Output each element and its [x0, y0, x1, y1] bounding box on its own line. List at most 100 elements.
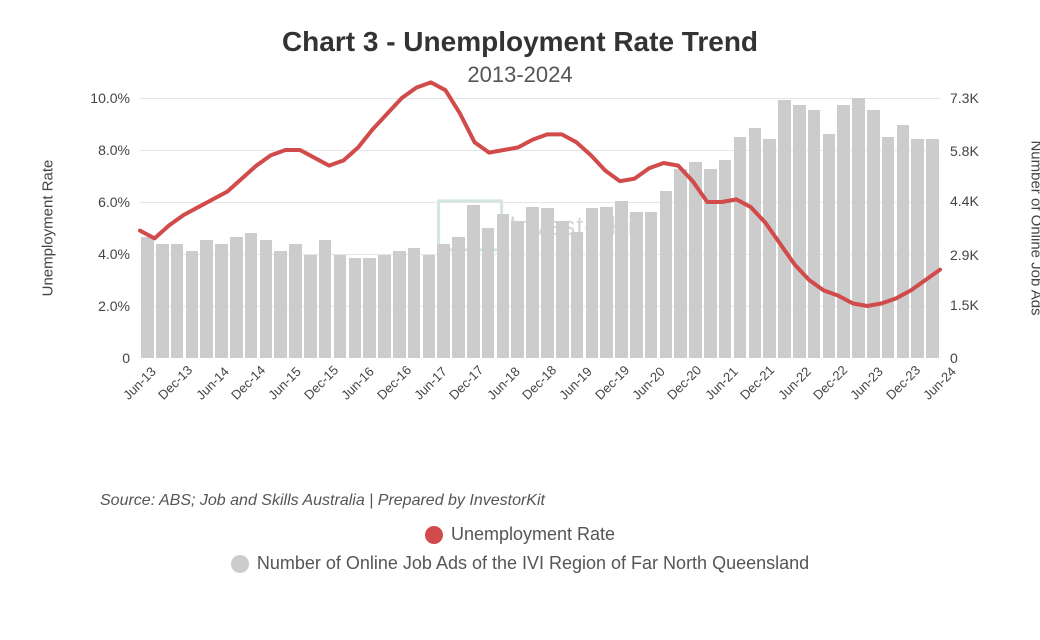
xtick-label: Dec-16 [374, 362, 414, 402]
xtick-label: Jun-19 [556, 364, 595, 403]
bar [586, 208, 599, 358]
bar [245, 233, 258, 358]
bar [349, 258, 362, 358]
xtick-label: Jun-16 [338, 364, 377, 403]
bar [689, 162, 702, 358]
line-swatch-icon [425, 526, 443, 544]
ytick-left: 8.0% [98, 142, 130, 158]
bar [171, 244, 184, 358]
xtick-label: Dec-18 [519, 362, 559, 402]
xtick-label: Dec-14 [228, 362, 268, 402]
xtick-label: Jun-15 [266, 364, 305, 403]
ytick-left: 4.0% [98, 246, 130, 262]
bar [363, 258, 376, 358]
bar [734, 137, 747, 358]
xtick-label: Dec-23 [883, 362, 923, 402]
bar [482, 228, 495, 358]
bar [749, 128, 762, 358]
bar [911, 139, 924, 358]
xtick-label: Dec-15 [301, 362, 341, 402]
xtick-label: Jun-23 [847, 364, 886, 403]
bar [926, 139, 939, 358]
xtick-label: Dec-19 [592, 362, 632, 402]
bar [615, 201, 628, 358]
bar [867, 110, 880, 358]
bar [571, 232, 584, 358]
bar [156, 244, 169, 358]
bar [230, 237, 243, 358]
y-axis-left-label: Unemployment Rate [40, 160, 57, 297]
bar [600, 207, 613, 358]
xtick-label: Dec-22 [810, 362, 850, 402]
legend-bar-label: Number of Online Job Ads of the IVI Regi… [257, 553, 809, 574]
ytick-right: 0 [950, 350, 958, 366]
bar-swatch-icon [231, 555, 249, 573]
ytick-left: 0 [122, 350, 130, 366]
bar [274, 251, 287, 358]
bar [437, 244, 450, 358]
legend-line-label: Unemployment Rate [451, 524, 615, 545]
ytick-left: 10.0% [90, 90, 130, 106]
ytick-right: 2.9K [950, 247, 979, 263]
bar [630, 212, 643, 358]
source-line: Source: ABS; Job and Skills Australia | … [100, 492, 1000, 510]
bar [660, 191, 673, 358]
bar [141, 237, 154, 358]
y-axis-right-label: Number of Online Job Ads [1028, 140, 1040, 315]
chart-title: Chart 3 - Unemployment Rate Trend [40, 26, 1000, 58]
bar [778, 100, 791, 358]
ytick-right: 5.8K [950, 143, 979, 159]
bar [556, 221, 569, 358]
xtick-label: Jun-13 [120, 364, 159, 403]
bar [304, 255, 317, 358]
bar [497, 214, 510, 358]
xtick-label: Dec-17 [446, 362, 486, 402]
chart-subtitle: 2013-2024 [40, 62, 1000, 88]
xtick-label: Jun-22 [775, 364, 814, 403]
xtick-label: Jun-21 [702, 364, 741, 403]
bar [541, 208, 554, 358]
bar [719, 160, 732, 358]
bar [393, 251, 406, 358]
bar [334, 255, 347, 358]
xtick-label: Jun-14 [193, 364, 232, 403]
xtick-label: Dec-21 [737, 362, 777, 402]
bar [526, 207, 539, 358]
xtick-label: Jun-17 [411, 364, 450, 403]
bar [319, 240, 332, 358]
plot-region: InvestorKit 02.0%4.0%6.0%8.0%10.0%01.5K2… [140, 98, 940, 358]
bar [808, 110, 821, 358]
bar [852, 98, 865, 358]
bar [200, 240, 213, 358]
bar [186, 251, 199, 358]
xtick-label: Jun-24 [920, 364, 959, 403]
bar [423, 255, 436, 358]
bar [837, 105, 850, 358]
ytick-right: 4.4K [950, 193, 979, 209]
bar [897, 125, 910, 358]
bar [511, 221, 524, 358]
bar [674, 169, 687, 358]
legend-bar: Number of Online Job Ads of the IVI Regi… [40, 553, 1000, 574]
bar [882, 137, 895, 358]
legend-line: Unemployment Rate [40, 524, 1000, 545]
bar [763, 139, 776, 358]
bar [408, 248, 421, 358]
ytick-left: 6.0% [98, 194, 130, 210]
legend: Unemployment Rate Number of Online Job A… [40, 524, 1000, 574]
xtick-label: Dec-20 [664, 362, 704, 402]
bar [645, 212, 658, 358]
bar [378, 255, 391, 358]
xtick-label: Jun-20 [629, 364, 668, 403]
bar [260, 240, 273, 358]
ytick-right: 7.3K [950, 90, 979, 106]
bar [467, 205, 480, 358]
bar [289, 244, 302, 358]
bar [823, 134, 836, 358]
bar [215, 244, 228, 358]
bar [793, 105, 806, 358]
bar [452, 237, 465, 358]
xtick-label: Dec-13 [155, 362, 195, 402]
chart-area: InvestorKit 02.0%4.0%6.0%8.0%10.0%01.5K2… [80, 98, 1000, 398]
bar [704, 169, 717, 358]
